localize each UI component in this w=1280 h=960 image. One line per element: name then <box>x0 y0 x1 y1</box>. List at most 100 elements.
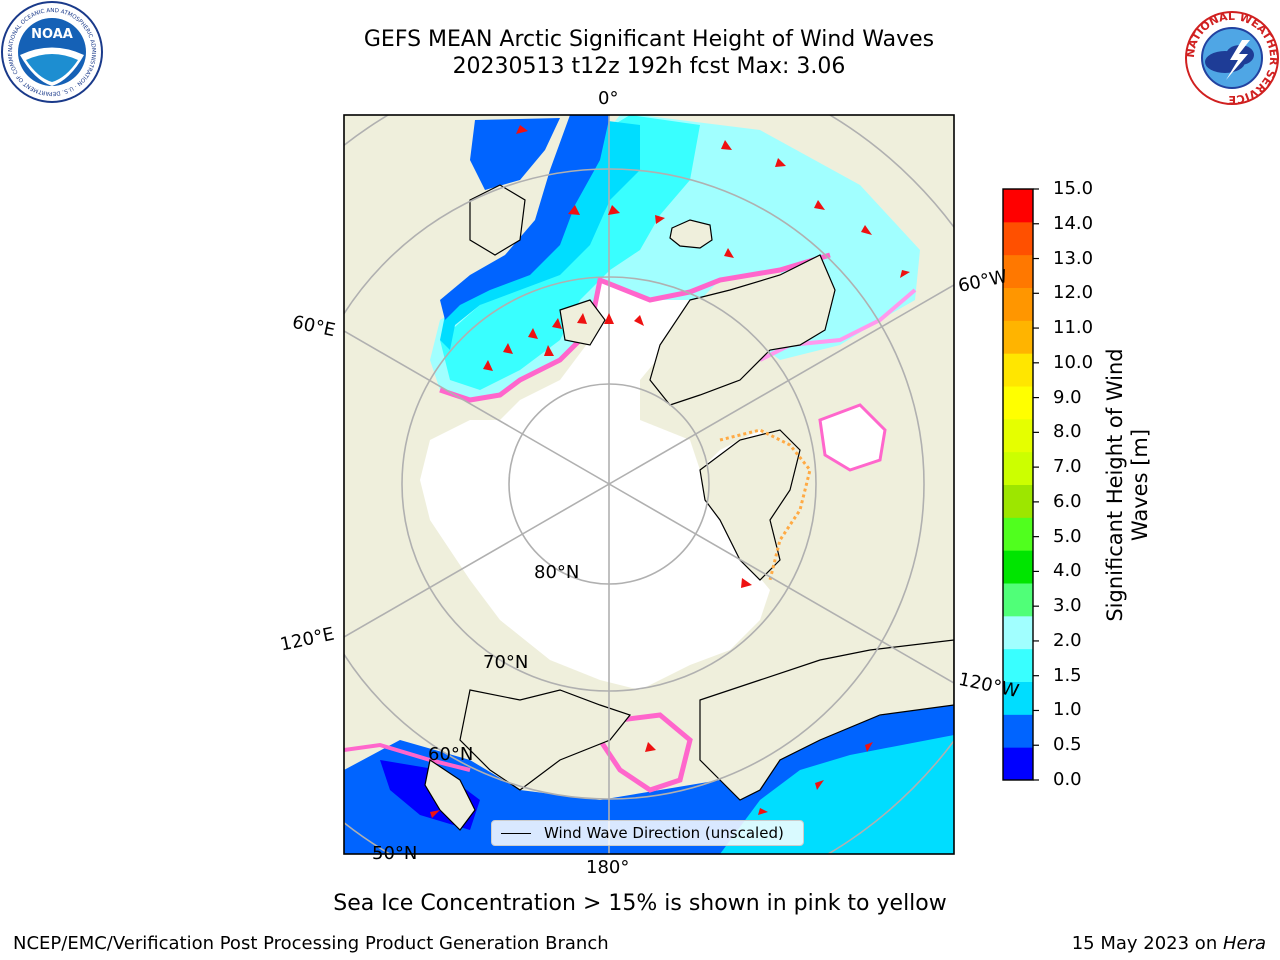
wave-arrow <box>528 328 538 339</box>
wave-arrow <box>503 343 513 354</box>
colorbar-segment <box>1003 451 1033 485</box>
wave-field-norwegian-coast <box>440 115 610 320</box>
wave-field-white-sea <box>470 118 560 190</box>
noaa-logo-wave-inner <box>26 54 78 82</box>
wave-arrow <box>568 205 580 215</box>
colorbar-segment <box>1003 615 1033 650</box>
wave-arrow <box>741 578 752 588</box>
colorbar-frame <box>1002 188 1034 781</box>
wave-arrow <box>516 125 528 134</box>
greenland <box>649 254 836 406</box>
colorbar-tick-label: 0.0 <box>1053 769 1082 790</box>
meridian-label-0: 0° <box>598 88 619 109</box>
nws-logo-lightning <box>1226 40 1250 80</box>
colorbar-segment <box>1003 353 1033 387</box>
colorbar-segment <box>1003 221 1033 256</box>
latitude-label-60n: 60°N <box>428 744 474 765</box>
sea-ice-caption: Sea Ice Concentration > 15% is shown in … <box>333 891 947 916</box>
colorbar-tick-label: 1.0 <box>1053 699 1082 721</box>
wave-arrow <box>645 742 656 752</box>
colorbar <box>1002 188 1039 781</box>
colorbar-segments <box>1003 189 1033 781</box>
wave-arrow <box>900 270 910 278</box>
hudson-bay <box>818 403 887 472</box>
meridian-label-180: 180° <box>586 857 630 878</box>
footer-date: 15 May 2023 on Hera <box>1072 933 1266 954</box>
wave-arrow <box>483 360 493 371</box>
colorbar-tick-marks <box>1033 188 1039 781</box>
alaska <box>699 639 954 801</box>
wave-arrow <box>815 780 824 790</box>
novaya-zemlya <box>469 184 526 256</box>
colorbar-segment <box>1003 189 1033 223</box>
wave-arrow <box>430 810 440 818</box>
latitude-label-80n: 80°N <box>534 562 580 583</box>
colorbar-segment <box>1003 254 1033 288</box>
latitude-label-50n: 50°N <box>372 843 418 864</box>
colorbar-tick-label: 10.0 <box>1053 351 1094 373</box>
wave-direction-arrows <box>430 125 910 818</box>
colorbar-segment <box>1003 320 1033 354</box>
colorbar-tick-label: 0.5 <box>1053 734 1082 756</box>
legend: Wind Wave Direction (unscaled) <box>491 820 804 846</box>
colorbar-tick-label: 6.0 <box>1053 490 1082 512</box>
map-area <box>344 115 954 854</box>
wave-arrow <box>604 313 614 324</box>
wave-arrow <box>655 215 665 224</box>
colorbar-segment <box>1003 714 1033 748</box>
colorbar-segment <box>1003 648 1033 682</box>
colorbar-tick-label: 14.0 <box>1053 212 1094 234</box>
colorbar-tick-label: 13.0 <box>1053 247 1094 269</box>
colorbar-tick-label: 8.0 <box>1053 421 1082 443</box>
footer-date-text: 15 May 2023 on <box>1071 933 1223 954</box>
wave-arrow <box>724 248 734 258</box>
legend-line-icon <box>501 833 531 835</box>
wave-arrow <box>721 140 732 150</box>
kamchatka <box>424 759 476 831</box>
map-frame <box>343 114 955 855</box>
colorbar-segment <box>1003 517 1033 551</box>
colorbar-tick-label: 4.0 <box>1053 560 1082 582</box>
colorbar-segment <box>1003 386 1033 420</box>
colorbar-tick-label: 11.0 <box>1053 317 1094 339</box>
iceland <box>669 219 713 249</box>
chukotka <box>459 689 632 791</box>
wave-arrow <box>814 200 825 210</box>
noaa-logo: NOAA NATIONAL OCEANIC AND ATMOSPHERIC AD… <box>0 0 103 103</box>
colorbar-tick-label: 5.0 <box>1053 525 1082 547</box>
colorbar-segment <box>1003 550 1033 584</box>
wave-arrow <box>577 313 587 324</box>
nws-logo: NATIONAL WEATHER SERVICE <box>1184 10 1280 106</box>
legend-label: Wind Wave Direction (unscaled) <box>544 824 784 842</box>
wave-arrow <box>758 808 768 815</box>
colorbar-tick-label: 7.0 <box>1053 456 1082 478</box>
footer-machine: Hera <box>1222 933 1266 954</box>
colorbar-tick-label: 2.0 <box>1053 629 1082 651</box>
wave-arrow <box>608 205 620 215</box>
wave-arrow <box>634 315 644 326</box>
colorbar-tick-label: 3.0 <box>1053 595 1082 617</box>
sea-ice-edge-greenland <box>759 288 917 362</box>
arctic-ocean-ice <box>420 280 780 690</box>
colorbar-tick-label: 9.0 <box>1053 386 1082 408</box>
colorbar-tick-label: 1.5 <box>1053 664 1082 686</box>
wave-arrow <box>544 345 554 356</box>
colorbar-label: Significant Height of Wind Waves [m] <box>1103 348 1152 622</box>
sea-ice-edge-barents <box>439 252 831 403</box>
graticule <box>344 115 954 854</box>
meridian-60e-120w <box>344 330 954 684</box>
latitude-label-70n: 70°N <box>483 652 529 673</box>
colorbar-segment <box>1003 583 1033 617</box>
wave-arrow <box>865 742 873 752</box>
sea-ice-edge-okhotsk <box>344 742 471 772</box>
canadian-archipelago <box>699 429 801 581</box>
wave-arrow <box>775 158 786 167</box>
meridian-120e-60w <box>344 284 954 638</box>
footer-org: NCEP/EMC/Verification Post Processing Pr… <box>13 933 609 954</box>
wave-arrow <box>552 318 562 329</box>
colorbar-segment <box>1003 484 1033 518</box>
colorbar-tick-label: 15.0 <box>1053 178 1094 199</box>
noaa-logo-text: NOAA <box>31 27 73 42</box>
colorbar-segment <box>1003 287 1033 321</box>
